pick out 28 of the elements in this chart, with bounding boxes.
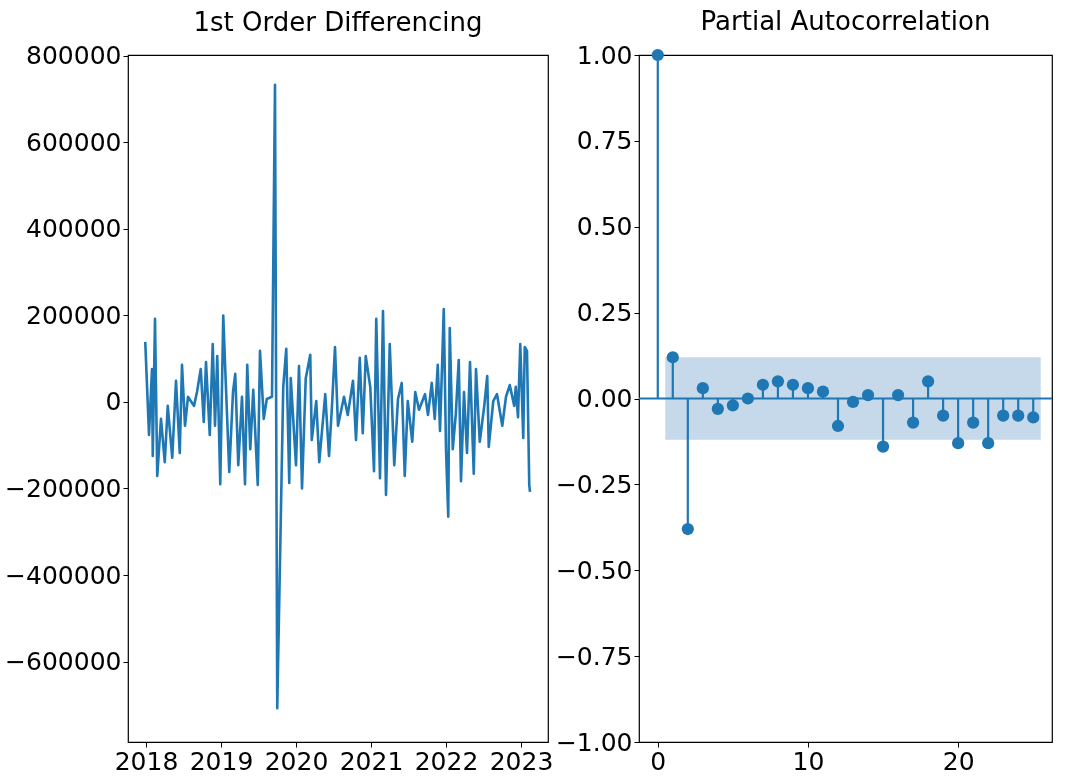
y-tick-label: −600000 — [5, 647, 122, 677]
x-tick-label: 10 — [792, 746, 825, 776]
x-tick-label: 2023 — [489, 746, 554, 776]
y-tick-label: −200000 — [5, 473, 122, 503]
y-tick-label: 1.00 — [576, 40, 633, 70]
x-tick-label: 2019 — [189, 746, 254, 776]
y-tick-label: −0.50 — [555, 555, 633, 585]
y-tick-label: −1.00 — [555, 727, 633, 757]
y-tick-label: 200000 — [26, 300, 122, 330]
x-tick-label: 2021 — [339, 746, 404, 776]
x-tick-label: 2022 — [414, 746, 479, 776]
y-tick-label: 400000 — [26, 214, 122, 244]
y-tick-label: −400000 — [5, 560, 122, 590]
y-tick-label: 0.00 — [576, 384, 633, 413]
y-tick-label: −0.25 — [555, 469, 633, 499]
y-tick-label: 0.25 — [576, 298, 633, 328]
x-tick-label: 2018 — [114, 746, 179, 776]
x-tick-label: 2020 — [264, 746, 329, 776]
x-tick-label: 0 — [650, 746, 667, 776]
y-tick-label: 600000 — [26, 127, 122, 157]
y-tick-label: 800000 — [26, 41, 122, 71]
y-tick-label: 0.50 — [576, 212, 633, 242]
y-tick-label: 0 — [105, 387, 122, 417]
chart-title: Partial Autocorrelation — [700, 6, 991, 36]
chart-title: 1st Order Differencing — [193, 6, 483, 37]
y-tick-label: −0.75 — [555, 641, 633, 671]
x-tick-label: 20 — [942, 746, 975, 776]
y-tick-label: 0.75 — [576, 126, 633, 156]
